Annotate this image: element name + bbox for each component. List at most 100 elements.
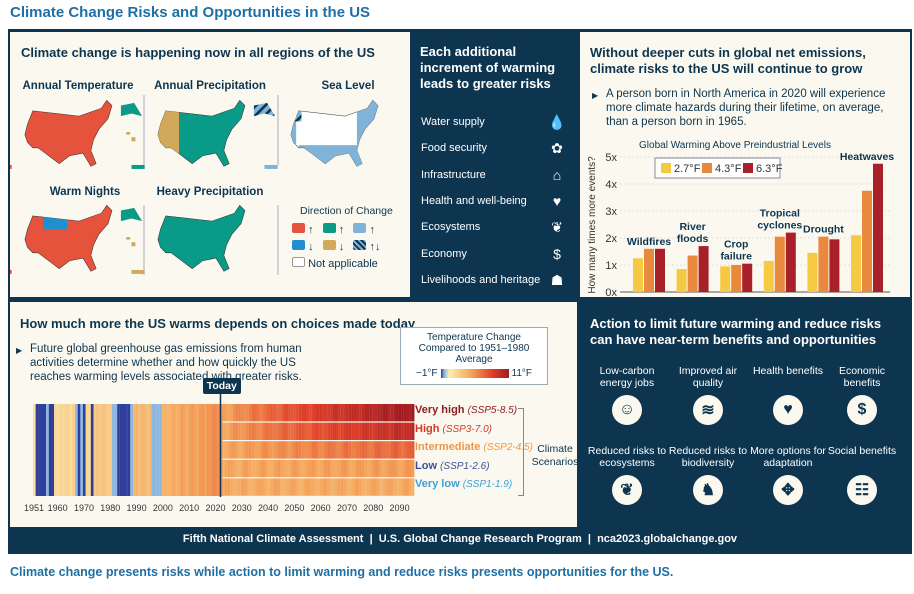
dollar-icon: $ [847,395,877,425]
scenario-stripe [309,404,312,422]
scenario-stripe [385,459,389,478]
scenario-stripe [348,422,352,440]
scenario-stripe [314,404,318,422]
scenario-stripe [372,404,375,422]
scenario-stripe [364,441,368,459]
scenario-stripe [230,478,233,496]
bar [676,269,687,292]
footer-link[interactable]: nca2023.globalchange.gov [597,533,738,545]
map-title: Annual Temperature [22,80,134,92]
scenario-stripe [243,404,247,422]
stripe [59,404,62,496]
legend-swatch [743,163,753,173]
scenario-label: Very low (SSP1-1.9) [415,478,513,491]
scenario-stripe [246,422,249,440]
stripe [203,404,207,496]
scenario-stripe [306,404,310,422]
wind-icon: ≋ [693,395,723,425]
scenario-stripe [338,478,341,496]
scenario-stripe [227,441,231,459]
scenario-stripe [256,404,260,422]
scenario-stripe [319,478,323,496]
x-tick-label: 2000 [152,503,173,513]
bar [731,265,742,292]
scenario-stripe [382,459,386,478]
scenario-stripe [374,422,378,440]
scenario-stripe [388,422,391,440]
scenario-stripe [353,478,357,496]
scenario-stripe [238,422,241,440]
stripe [69,404,73,496]
scenario-stripe [324,404,328,422]
y-tick-label: 4x [605,179,617,191]
scenario-stripe [393,478,397,496]
bar-chart: 0x 1x 2x 3x 4x 5x How many times more events? W… [587,151,894,299]
scenario-stripe [332,422,336,440]
scenario-stripe [369,441,373,459]
moose-icon: ♞ [693,475,723,505]
scenario-stripe [390,459,394,478]
scenario-stripe [306,478,310,496]
scenario-stripe [343,404,347,422]
scenario-stripe [372,441,375,459]
scenario-stripe [224,459,228,478]
scenario-stripe [356,478,360,496]
legend-title: Direction of Change [300,205,393,217]
stripe [80,404,84,496]
scenario-stripe [232,422,236,440]
scenario-stripe [274,459,278,478]
stripe [146,404,149,496]
x-tick-label: 1970 [73,503,94,513]
stripe [180,404,183,496]
y-tick-label: 3x [605,206,617,218]
scenario-stripe [309,478,312,496]
scenario-stripe [259,404,262,422]
scenario-stripe [367,404,370,422]
scenario-stripe [409,404,412,422]
sprout-icon: ❦ [612,475,642,505]
scenario-stripe [285,404,289,422]
scenario-stripe [293,478,297,496]
scenario-stripe [282,404,286,422]
scenario-stripe [406,441,410,459]
stripe [43,404,47,496]
scenario-stripe [251,441,254,459]
scenario-stripe [272,459,276,478]
scenario-stripe [380,441,383,459]
stripe [182,404,186,496]
scenario-stripe [261,441,265,459]
scenario-stripe [369,422,373,440]
stripe [64,404,68,496]
stripe [175,404,178,496]
scenario-stripe [230,441,233,459]
x-tick-label: 2030 [231,503,252,513]
scenario-stripe [401,441,404,459]
scenario-stripe [264,441,268,459]
scenario-stripe [317,459,320,478]
scenario-stripe [267,422,270,440]
stripe [206,404,210,496]
scenario-stripe [409,441,412,459]
maps-heading: Climate change is happening now in all r… [21,45,375,60]
scenario-stripe [353,404,357,422]
risk-item: Food security [421,142,488,155]
scenario-stripe [288,422,291,440]
scenario-stripe [238,478,241,496]
scenario-stripe [364,404,368,422]
scenario-stripe [395,441,399,459]
scenario-stripe [324,422,328,440]
page-title: Climate Change Risks and Opportunities i… [10,4,371,21]
scenario-stripe [298,478,302,496]
scenario-stripe [361,459,365,478]
scenario-stripe [340,441,344,459]
scenario-stripe [319,459,323,478]
scenario-stripe [232,478,236,496]
scenario-stripe [298,459,302,478]
scenario-stripe [301,404,304,422]
scenario-stripe [227,478,231,496]
scenario-stripe [274,422,278,440]
risk-item: Economy [421,247,467,260]
scenario-stripe [298,422,302,440]
scenario-stripe [393,422,397,440]
us-maps [10,95,379,275]
